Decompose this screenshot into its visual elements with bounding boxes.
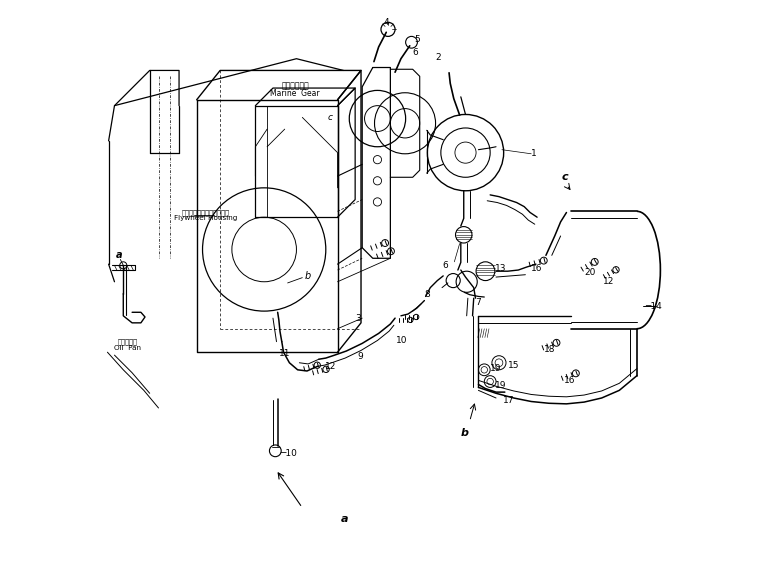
Text: a: a [341,514,348,525]
Text: 19: 19 [495,381,507,390]
Text: 19: 19 [491,363,502,373]
Text: Flywheel Housing: Flywheel Housing [175,215,238,221]
Text: マリンギヤー: マリンギヤー [281,81,309,90]
Text: 5: 5 [414,35,420,45]
Text: 16: 16 [531,264,543,273]
Text: 6: 6 [412,48,418,58]
Text: 4: 4 [384,18,389,27]
Text: 17: 17 [503,396,514,405]
Text: 13: 13 [495,264,507,273]
Text: 18: 18 [544,345,556,354]
Text: b: b [305,271,311,281]
Text: a: a [116,250,122,261]
Text: b: b [461,428,469,438]
Text: 12: 12 [603,277,614,286]
Text: 2: 2 [436,53,441,62]
Text: 16: 16 [564,376,575,385]
Text: Marine  Gear: Marine Gear [271,89,320,99]
Text: 1: 1 [531,149,537,158]
Text: ─14: ─14 [645,302,661,311]
Text: 7: 7 [475,298,481,307]
Text: フライホイールハウジング: フライホイールハウジング [182,209,230,216]
Text: 9: 9 [357,352,363,362]
Text: 20: 20 [584,268,596,278]
Text: ─10: ─10 [281,449,298,458]
Text: 15: 15 [508,360,519,370]
Text: 12: 12 [325,362,336,372]
Text: オイルパン: オイルパン [118,338,138,345]
Text: 3: 3 [355,313,361,323]
Text: 11: 11 [279,349,291,358]
Text: Oil  Pan: Oil Pan [114,345,141,351]
Text: c: c [328,113,333,122]
Text: c: c [562,172,568,183]
Text: 8: 8 [424,290,430,299]
Text: 6: 6 [442,261,448,270]
Text: 10: 10 [396,336,408,345]
